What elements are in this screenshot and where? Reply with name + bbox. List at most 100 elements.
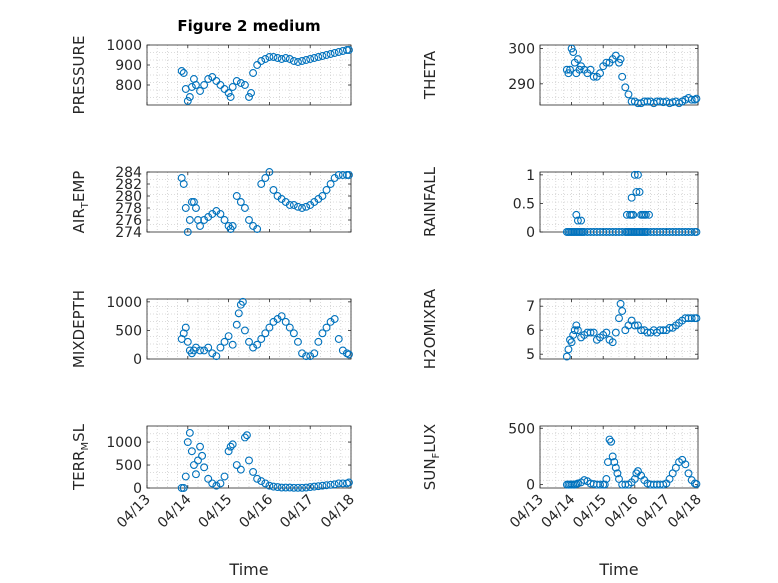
- data-point: [196, 222, 204, 230]
- data-point: [228, 222, 237, 230]
- data-point: [306, 483, 315, 492]
- data-point: [567, 44, 576, 53]
- data-point: [240, 204, 249, 212]
- data-point: [322, 323, 331, 332]
- chart-title: Figure 2 medium: [177, 17, 320, 35]
- data-point: [194, 456, 202, 465]
- data-point: [318, 52, 327, 60]
- data-point: [273, 54, 282, 62]
- data-point: [635, 188, 644, 196]
- data-point: [257, 57, 266, 65]
- data-point: [566, 65, 574, 74]
- data-point: [607, 437, 616, 446]
- axes-box: [146, 44, 352, 106]
- data-point: [253, 340, 262, 349]
- data-point: [630, 475, 639, 483]
- data-point: [200, 81, 209, 89]
- data-point: [610, 458, 619, 467]
- data-point: [306, 55, 315, 63]
- data-point: [634, 170, 642, 179]
- y-axis-label-tail: LUX: [421, 424, 439, 453]
- data-point: [236, 465, 245, 474]
- data-point: [179, 180, 188, 188]
- data-point: [318, 192, 327, 200]
- data-point: [240, 326, 249, 335]
- subplot-4: 0 0.5 1 RAINFALL: [421, 166, 701, 241]
- data-point: [605, 435, 614, 444]
- x-axis-label: Time: [228, 560, 268, 579]
- data-point: [302, 483, 311, 492]
- data-point: [240, 433, 249, 442]
- y-tick-label: 0: [133, 481, 142, 497]
- y-axis-label: H2OMIXRA: [421, 288, 439, 369]
- data-point: [611, 328, 620, 337]
- y-axis-label-main: PRESSURE: [70, 36, 88, 115]
- data-point: [615, 314, 623, 323]
- data-point: [228, 340, 237, 349]
- data-point: [179, 484, 188, 492]
- data-point: [224, 89, 233, 97]
- data-point: [177, 67, 186, 75]
- data-point: [615, 58, 623, 67]
- data-point: [285, 55, 294, 63]
- data-point: [330, 315, 339, 323]
- axes-box: [539, 425, 699, 489]
- data-point: [569, 331, 578, 339]
- y-tick-label: 284: [115, 165, 142, 181]
- data-point: [277, 55, 286, 63]
- data-point: [681, 460, 690, 469]
- data-point: [562, 65, 571, 74]
- data-point: [189, 461, 198, 469]
- data-point: [232, 320, 241, 329]
- data-point: [342, 46, 351, 54]
- data-point: [294, 202, 302, 211]
- data-point: [257, 477, 266, 486]
- data-point: [562, 352, 571, 361]
- data-point: [232, 461, 241, 469]
- data-point: [684, 469, 693, 478]
- data-point: [310, 482, 319, 491]
- subplot-2: 290 300 THETA: [421, 42, 701, 108]
- data-point: [232, 192, 241, 200]
- x-axis-label: Time: [598, 560, 638, 579]
- data-point: [572, 210, 581, 219]
- data-point: [212, 481, 221, 490]
- x-tick-label: 04/16: [236, 491, 276, 531]
- data-point: [204, 75, 213, 83]
- y-tick-label: 500: [508, 421, 535, 437]
- data-point: [177, 484, 186, 492]
- data-point: [212, 77, 221, 85]
- data-point: [236, 198, 245, 206]
- data-point: [216, 479, 225, 488]
- data-point: [236, 79, 245, 87]
- data-point: [277, 483, 286, 492]
- data-point: [564, 69, 573, 78]
- data-point: [573, 326, 582, 335]
- y-axis-label-main: THETA: [421, 50, 439, 100]
- data-point: [261, 174, 270, 182]
- y-axis-label: RAINFALL: [421, 166, 439, 237]
- data-point: [289, 57, 298, 65]
- x-tick-label: 04/18: [318, 492, 358, 532]
- data-point: [187, 198, 196, 206]
- data-point: [624, 90, 633, 99]
- y-tick-label: 0: [133, 352, 142, 368]
- data-point: [618, 72, 627, 81]
- data-point: [310, 349, 319, 358]
- data-point: [322, 51, 331, 59]
- data-point: [567, 338, 576, 347]
- data-point: [687, 228, 696, 236]
- data-point: [345, 171, 353, 179]
- data-point: [261, 479, 270, 488]
- data-point: [183, 337, 192, 346]
- y-tick-label: 0: [526, 225, 535, 241]
- data-point: [261, 55, 270, 63]
- y-axis-label: AIRTEMP: [70, 171, 91, 234]
- y-axis-label-main: AIR: [70, 208, 88, 233]
- data-point: [326, 50, 335, 58]
- data-point: [310, 54, 319, 62]
- x-tick-label: 04/13: [114, 492, 154, 532]
- data-point: [600, 480, 609, 489]
- data-point: [302, 352, 311, 361]
